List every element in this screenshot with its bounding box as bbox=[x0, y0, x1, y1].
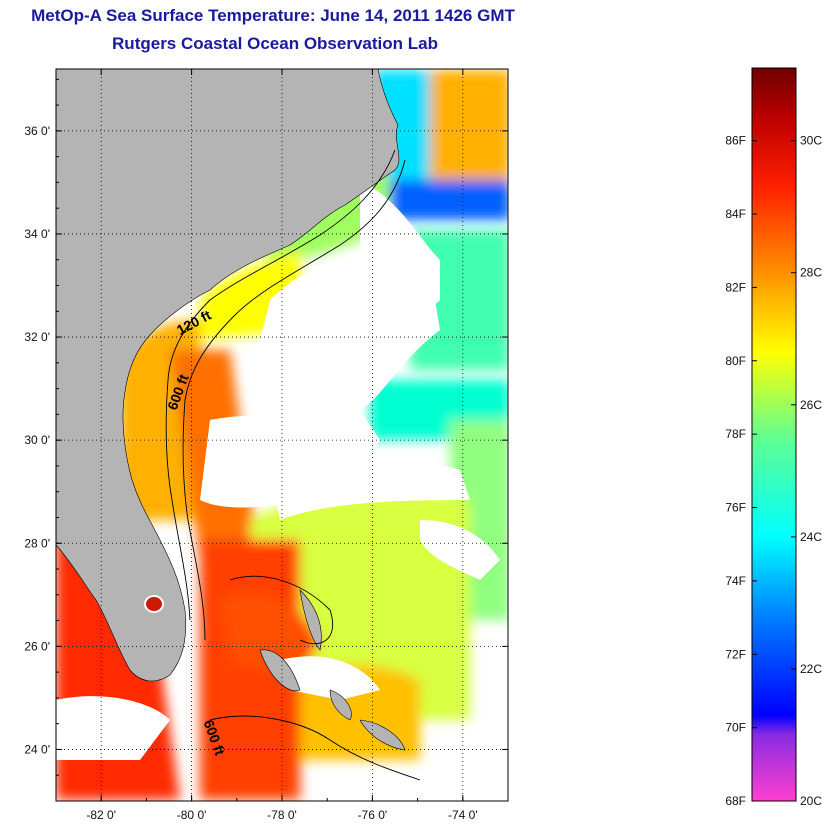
lon-tick-label: -82 0' bbox=[86, 808, 116, 822]
lon-tick-label: -80 0' bbox=[177, 808, 207, 822]
lon-tick-label: -78 0' bbox=[267, 808, 297, 822]
colorbar-gradient bbox=[751, 67, 797, 802]
lat-tick-label: 30 0' bbox=[24, 433, 50, 447]
cloud-cover bbox=[56, 180, 500, 760]
fahrenheit-label: 82F bbox=[725, 280, 746, 294]
fahrenheit-label: 70F bbox=[725, 721, 746, 735]
lat-tick-label: 34 0' bbox=[24, 227, 50, 241]
graticule bbox=[56, 69, 508, 801]
lat-tick-label: 26 0' bbox=[24, 639, 50, 653]
celsius-label: 20C bbox=[800, 794, 822, 808]
fahrenheit-label: 78F bbox=[725, 427, 746, 441]
map-title: MetOp-A Sea Surface Temperature: June 14… bbox=[31, 6, 515, 25]
lon-tick-label: -74 0' bbox=[448, 808, 478, 822]
fahrenheit-label: 74F bbox=[725, 574, 746, 588]
celsius-label: 22C bbox=[800, 662, 822, 676]
fahrenheit-label: 68F bbox=[725, 794, 746, 808]
celsius-label: 30C bbox=[800, 134, 822, 148]
celsius-label: 28C bbox=[800, 266, 822, 280]
celsius-label: 26C bbox=[800, 398, 822, 412]
bahamas-islands bbox=[259, 589, 406, 751]
depth-contours bbox=[165, 149, 421, 781]
colorbar-labels: 68F 70F 72F 74F 76F 78F 80F 82F 84F 86F 20C 22C 24C 2… bbox=[725, 134, 822, 808]
map-subtitle: Rutgers Coastal Ocean Observation Lab bbox=[112, 34, 438, 53]
lon-tick-label: -76 0' bbox=[358, 808, 388, 822]
lake-okeechobee bbox=[144, 595, 164, 613]
lat-tick-label: 24 0' bbox=[24, 742, 50, 756]
fahrenheit-label: 84F bbox=[725, 207, 746, 221]
lat-tick-label: 28 0' bbox=[24, 536, 50, 550]
celsius-label: 24C bbox=[800, 530, 822, 544]
map-axes: -82 0' -80 0' -78 0' -76 0' -74 0' 36 0' 34 0'… bbox=[24, 69, 509, 822]
lat-tick-label: 36 0' bbox=[24, 124, 50, 138]
lat-tick-label: 32 0' bbox=[24, 330, 50, 344]
fahrenheit-label: 80F bbox=[725, 354, 746, 368]
fahrenheit-label: 86F bbox=[725, 134, 746, 148]
fahrenheit-label: 72F bbox=[725, 647, 746, 661]
fahrenheit-label: 76F bbox=[725, 501, 746, 515]
